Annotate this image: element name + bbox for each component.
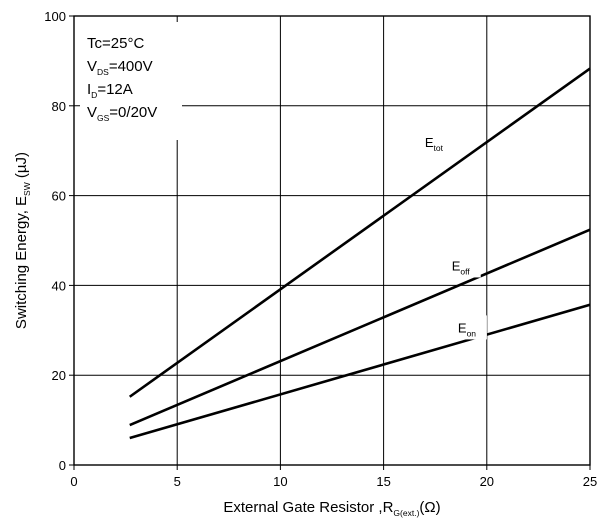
condition-line: VDS=400V (87, 58, 153, 77)
series-label-off: Eoff (452, 258, 471, 276)
text-main: Tc=25°C (87, 35, 144, 52)
series-label-subscript: on (467, 328, 477, 338)
text-main: V (87, 104, 97, 121)
condition-line: VGS=0/20V (87, 104, 157, 123)
x-axis-label: External Gate Resistor ,RG(ext.)(Ω) (223, 499, 440, 518)
plot-frame (73, 15, 591, 466)
series-label-background (419, 129, 454, 154)
text-main: V (87, 58, 97, 75)
series-label-on: Eon (458, 320, 476, 338)
x-tick-label: 25 (583, 474, 597, 489)
series-line-tot (128, 67, 591, 398)
x-tick-label: 20 (480, 474, 494, 489)
series-label-subscript: off (460, 266, 470, 276)
text-subscript: D (91, 90, 97, 100)
series-label-subscript: tot (434, 143, 444, 153)
text-main: I (87, 81, 91, 98)
text-tail: =0/20V (109, 104, 157, 121)
condition-line: ID=12A (87, 81, 133, 100)
y-tick-label: 60 (52, 189, 66, 204)
conditions-background (80, 22, 182, 140)
y-tick-label: 100 (44, 9, 66, 24)
x-tick-label: 5 (174, 474, 181, 489)
text-tail: =400V (109, 58, 153, 75)
series-label-background (452, 315, 487, 340)
series-label-background (446, 253, 481, 278)
x-tick-label: 15 (376, 474, 390, 489)
y-tick-label: 40 (52, 278, 66, 293)
y-tick-label: 20 (52, 368, 66, 383)
x-tick-label: 10 (273, 474, 287, 489)
series-line-on (129, 303, 591, 440)
series-label-tot: Etot (425, 135, 444, 153)
y-tick-label: 0 (59, 458, 66, 473)
x-axis-ticks: 0 5 10 15 20 25 (70, 465, 597, 489)
condition-line: Tc=25°C (87, 35, 144, 52)
text-tail: =12A (97, 81, 132, 98)
series-label-main: E (452, 258, 461, 273)
series-label-main: E (425, 135, 434, 150)
text-subscript: DS (97, 67, 109, 77)
x-tick-label: 0 (70, 474, 77, 489)
text-subscript: GS (97, 113, 110, 123)
y-axis-ticks: 0 20 40 60 80 100 (44, 9, 74, 473)
series-label-main: E (458, 320, 467, 335)
series-line-off (129, 228, 591, 427)
y-tick-label: 80 (52, 99, 66, 114)
y-axis-label: Switching Energy, ESW (µJ) (13, 152, 32, 329)
